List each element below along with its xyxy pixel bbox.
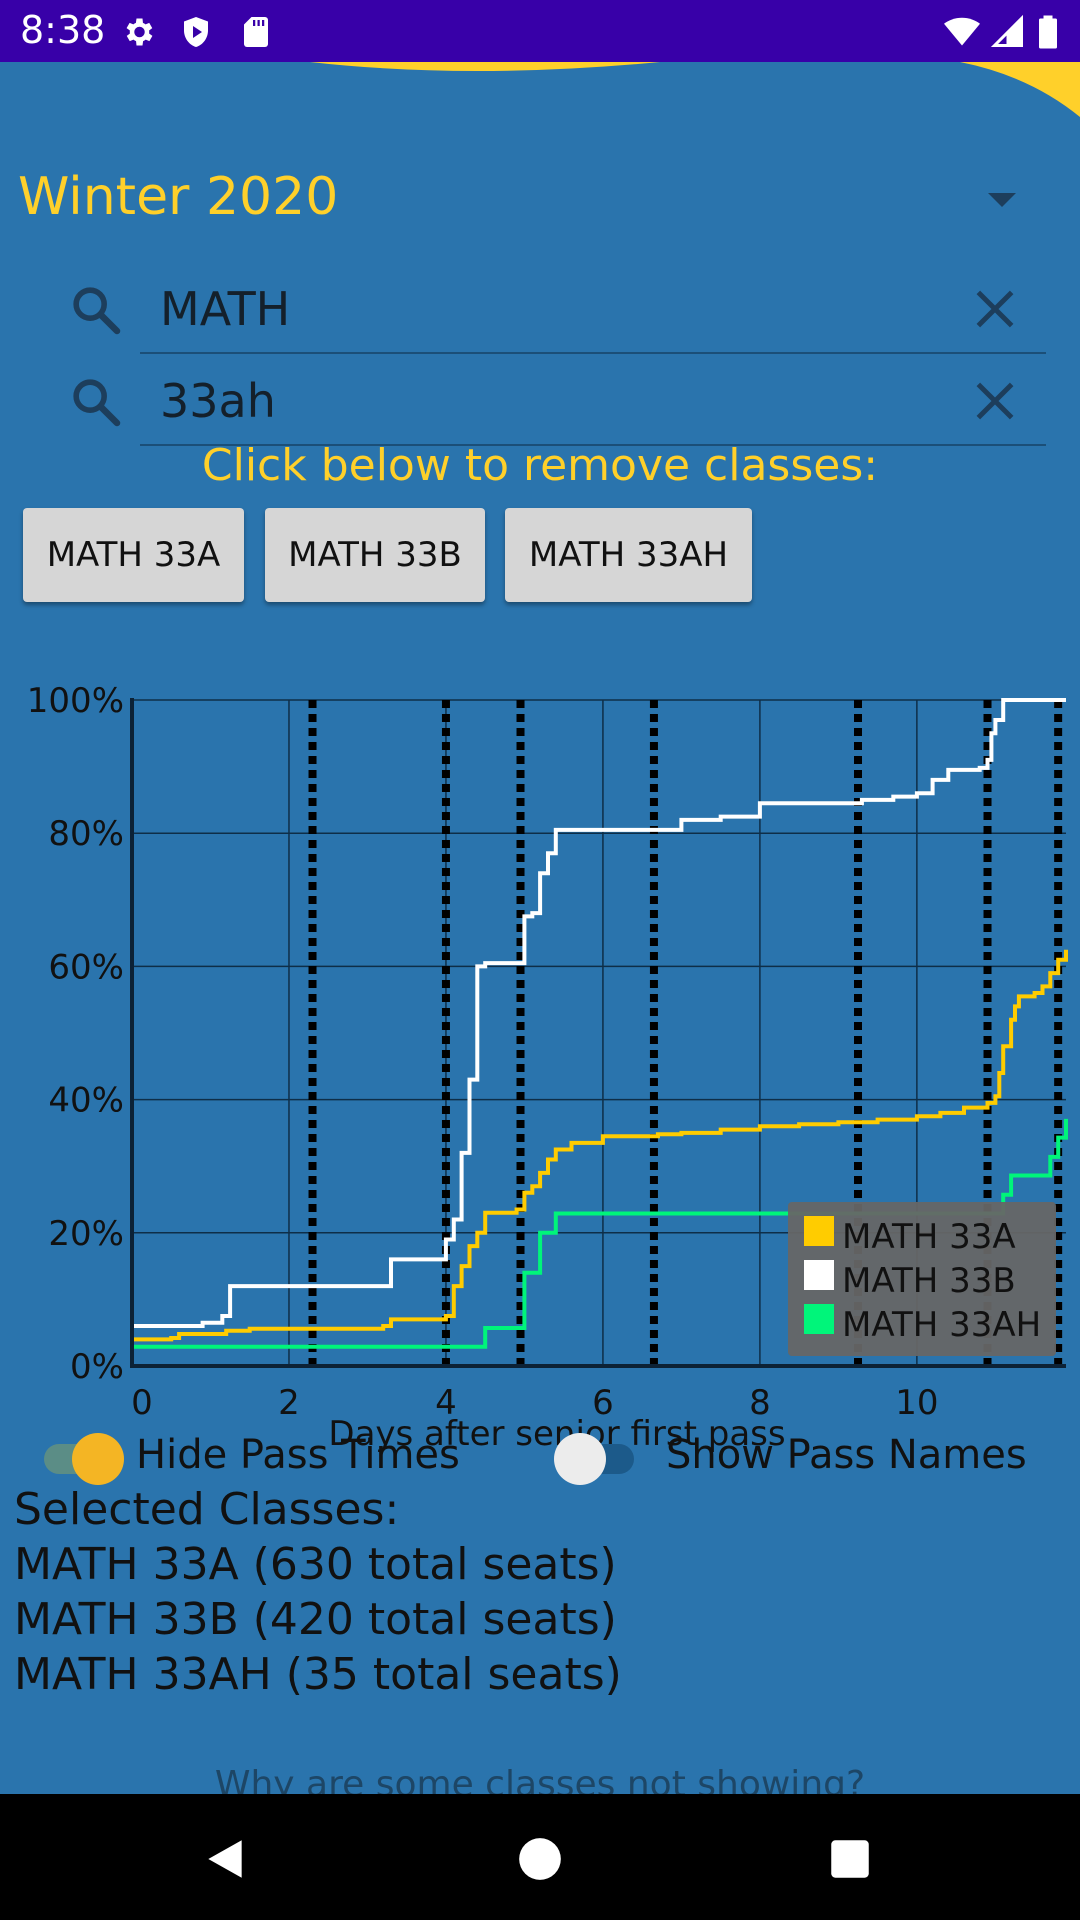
search-icon	[73, 287, 121, 335]
series-line-math-33a	[132, 949, 1068, 1342]
x-tick-label: 0	[131, 1383, 153, 1423]
toggle-row: Hide Pass Times Show Pass Names	[0, 1420, 1080, 1490]
y-tick-label: 80%	[48, 814, 124, 854]
y-tick-label: 100%	[27, 681, 124, 721]
remove-class-button-math-33ah[interactable]: MATH 33AH	[505, 508, 752, 602]
selected-class-item: MATH 33AH (35 total seats)	[14, 1649, 622, 1700]
enrollment-chart: 0%20%40%60%80%100%0 2 4 6 8 10 Days after sen…	[27, 681, 1068, 1454]
x-tick-label: 6	[592, 1383, 614, 1423]
y-tick-label: 0%	[70, 1347, 124, 1387]
selected-classes-heading: Selected Classes:	[14, 1484, 400, 1535]
dropdown-arrow-icon[interactable]	[985, 190, 1019, 210]
show-pass-names-switch[interactable]	[550, 1430, 640, 1486]
legend-label: MATH 33AH	[842, 1305, 1041, 1345]
legend-label: MATH 33B	[842, 1261, 1016, 1301]
app-content: Winter 2020 MATH 33ah Click below to rem…	[0, 62, 1080, 1794]
status-bar: 8:38	[0, 0, 1080, 62]
remove-classes-instruction: Click below to remove classes:	[201, 440, 879, 491]
legend-label: MATH 33A	[842, 1217, 1016, 1257]
department-search: MATH	[0, 262, 1080, 354]
hide-pass-times-label: Hide Pass Times	[136, 1432, 460, 1478]
legend-swatch	[804, 1216, 834, 1246]
play-shield-icon	[178, 14, 214, 50]
y-tick-label: 20%	[48, 1214, 124, 1254]
x-tick-label: 2	[278, 1383, 300, 1423]
status-time: 8:38	[20, 8, 106, 52]
hide-pass-times-switch[interactable]	[40, 1430, 130, 1486]
clear-icon[interactable]	[970, 284, 1020, 334]
course-search-input[interactable]: 33ah	[160, 374, 276, 428]
y-tick-label: 60%	[48, 947, 124, 987]
show-pass-names-label: Show Pass Names	[666, 1432, 1027, 1478]
legend-box	[788, 1202, 1056, 1356]
recents-icon[interactable]	[825, 1834, 875, 1884]
search-underline	[140, 352, 1046, 354]
home-icon[interactable]	[515, 1834, 565, 1884]
clear-icon[interactable]	[970, 376, 1020, 426]
search-icon	[73, 379, 121, 427]
missing-classes-link[interactable]: Why are some classes not showing?	[214, 1764, 866, 1794]
course-search: 33ah	[0, 354, 1080, 446]
x-tick-label: 8	[749, 1383, 771, 1423]
header-decoration	[310, 62, 1080, 117]
legend-swatch	[804, 1304, 834, 1334]
cell-signal-icon	[990, 14, 1026, 50]
selected-class-item: MATH 33B (420 total seats)	[14, 1594, 617, 1645]
remove-class-button-math-33a[interactable]: MATH 33A	[23, 508, 244, 602]
series-line-math-33b	[132, 698, 1066, 1328]
navigation-bar	[0, 1794, 1080, 1920]
y-tick-label: 40%	[48, 1081, 124, 1121]
legend-swatch	[804, 1260, 834, 1290]
x-tick-label: 10	[895, 1383, 938, 1423]
remove-class-button-math-33b[interactable]: MATH 33B	[265, 508, 485, 602]
search-underline	[140, 444, 1046, 446]
selected-classes: Selected Classes: MATH 33A (630 total se…	[14, 1482, 622, 1702]
back-icon[interactable]	[200, 1834, 250, 1884]
battery-icon	[1036, 14, 1060, 50]
term-selector[interactable]: Winter 2020	[18, 167, 339, 227]
gear-icon	[120, 14, 156, 50]
sd-card-icon	[238, 14, 274, 50]
department-search-input[interactable]: MATH	[160, 282, 291, 336]
x-tick-label: 4	[435, 1383, 457, 1423]
wifi-icon	[942, 14, 982, 50]
selected-class-item: MATH 33A (630 total seats)	[14, 1539, 617, 1590]
